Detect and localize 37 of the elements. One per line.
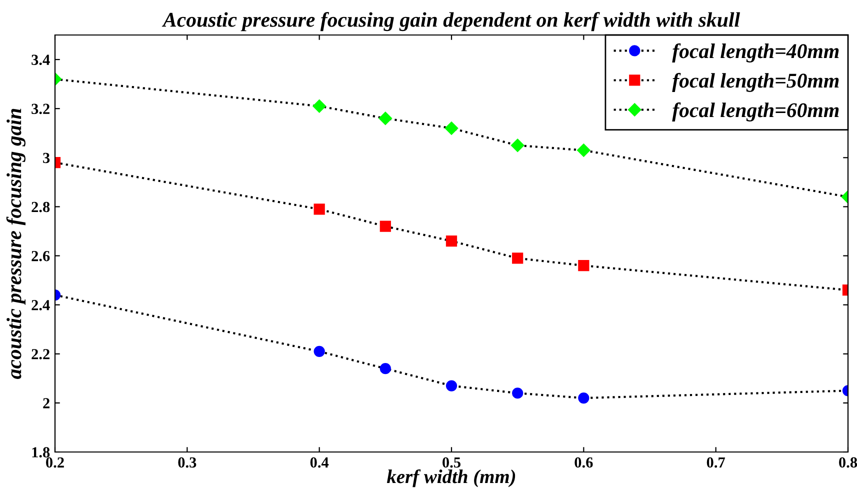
x-tick-label: 0.3 — [178, 457, 196, 468]
y-tick-label: 3 — [43, 152, 50, 164]
point — [380, 220, 391, 232]
x-tick-label: 0.8 — [839, 457, 857, 468]
y-tick-label: 2.8 — [32, 202, 50, 212]
point — [512, 388, 524, 399]
x-tick-label: 0.4 — [310, 457, 329, 468]
point — [578, 260, 590, 272]
x-tick-label: 0.7 — [706, 457, 726, 468]
point — [578, 392, 590, 404]
x-tick-label: 0.6 — [574, 457, 593, 468]
legend-label: focal length=40mm — [672, 43, 839, 62]
x-tick-label: 0.5 — [442, 457, 460, 468]
y-tick-label: 1.8 — [32, 447, 50, 458]
legend-label: focal length=60mm — [672, 102, 839, 122]
point — [444, 122, 458, 135]
y-tick-label: 2.2 — [32, 349, 50, 360]
point — [510, 138, 524, 152]
point — [512, 252, 524, 264]
point — [314, 204, 325, 215]
y-tick-label: 2.4 — [32, 300, 50, 310]
x-axis-title: kerf width (mm) — [386, 469, 516, 488]
point — [380, 363, 391, 374]
point — [378, 112, 392, 125]
x-tick-label: 0.2 — [46, 457, 64, 468]
point — [314, 346, 325, 357]
y-tick-label: 2.6 — [32, 250, 50, 262]
point — [312, 100, 326, 113]
point — [577, 144, 590, 157]
point — [446, 235, 458, 247]
point — [446, 380, 458, 392]
chart-title: Acoustic pressure focusing gain dependent on kerf width with skull — [162, 12, 740, 32]
y-tick-label: 3.2 — [32, 104, 50, 114]
y-axis-title: acoustic pressure focusing gain — [6, 108, 26, 379]
y-tick-label: 3.4 — [32, 54, 50, 66]
legend-label: focal length=50mm — [672, 72, 839, 92]
y-tick-label: 2 — [43, 398, 50, 408]
